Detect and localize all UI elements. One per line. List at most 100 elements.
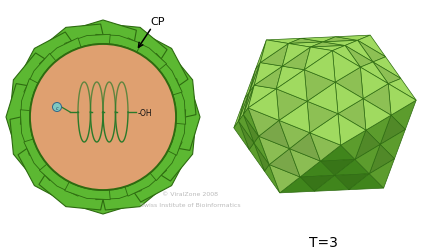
Polygon shape (39, 165, 106, 210)
Polygon shape (341, 131, 366, 160)
Polygon shape (254, 63, 283, 86)
Polygon shape (248, 90, 279, 121)
Polygon shape (165, 110, 186, 156)
Polygon shape (283, 48, 310, 70)
Polygon shape (100, 165, 167, 210)
Polygon shape (6, 84, 39, 151)
Polygon shape (304, 52, 335, 83)
Polygon shape (165, 79, 186, 125)
Polygon shape (355, 131, 380, 160)
Polygon shape (323, 41, 358, 46)
Polygon shape (369, 159, 395, 188)
Polygon shape (355, 145, 380, 174)
Polygon shape (148, 54, 182, 96)
Polygon shape (96, 35, 141, 56)
Polygon shape (373, 58, 401, 79)
Polygon shape (20, 110, 41, 156)
Polygon shape (234, 99, 245, 128)
Polygon shape (290, 149, 320, 177)
Polygon shape (335, 83, 363, 114)
Polygon shape (279, 102, 310, 133)
Polygon shape (249, 143, 265, 172)
Polygon shape (290, 133, 320, 162)
Polygon shape (333, 52, 361, 83)
Polygon shape (20, 79, 41, 125)
Polygon shape (301, 38, 336, 43)
Polygon shape (243, 115, 259, 143)
Polygon shape (24, 54, 58, 96)
Polygon shape (167, 84, 200, 151)
Polygon shape (320, 160, 355, 176)
Polygon shape (259, 121, 290, 149)
Polygon shape (300, 176, 335, 192)
Polygon shape (314, 176, 349, 192)
Polygon shape (254, 67, 283, 90)
Polygon shape (358, 41, 385, 63)
Polygon shape (39, 39, 82, 73)
Polygon shape (150, 115, 196, 181)
Text: c: c (56, 105, 58, 110)
Polygon shape (18, 142, 79, 202)
Polygon shape (269, 165, 300, 193)
Polygon shape (243, 108, 259, 137)
Polygon shape (345, 41, 373, 63)
Polygon shape (310, 114, 341, 146)
Polygon shape (335, 68, 363, 99)
Text: Swiss Institute of Bioinformatics: Swiss Institute of Bioinformatics (140, 203, 240, 208)
Polygon shape (361, 68, 388, 99)
Polygon shape (254, 143, 269, 172)
Polygon shape (363, 84, 391, 116)
Polygon shape (265, 165, 280, 193)
Polygon shape (70, 181, 136, 214)
Polygon shape (39, 25, 106, 70)
Polygon shape (358, 36, 385, 58)
Polygon shape (18, 33, 79, 94)
Text: -OH: -OH (138, 109, 153, 118)
Polygon shape (150, 54, 196, 120)
Polygon shape (24, 138, 58, 181)
Polygon shape (363, 99, 391, 131)
Polygon shape (361, 63, 388, 84)
Polygon shape (65, 35, 110, 56)
Polygon shape (127, 142, 188, 202)
Polygon shape (336, 36, 370, 41)
Polygon shape (310, 133, 341, 162)
Polygon shape (124, 39, 167, 73)
Polygon shape (310, 46, 345, 52)
Circle shape (30, 45, 176, 190)
Polygon shape (269, 149, 300, 177)
Circle shape (30, 45, 176, 190)
Polygon shape (266, 39, 301, 44)
Polygon shape (380, 116, 405, 145)
Polygon shape (238, 115, 254, 143)
Polygon shape (245, 70, 255, 99)
Polygon shape (307, 83, 338, 114)
Polygon shape (234, 122, 249, 150)
Polygon shape (349, 174, 384, 190)
Polygon shape (335, 174, 369, 190)
Polygon shape (124, 162, 167, 196)
Text: T=3: T=3 (309, 235, 337, 249)
Polygon shape (289, 43, 323, 48)
Polygon shape (255, 41, 266, 70)
Polygon shape (380, 130, 405, 159)
Polygon shape (310, 43, 345, 48)
Polygon shape (388, 79, 416, 101)
Polygon shape (10, 54, 55, 120)
Polygon shape (148, 138, 182, 181)
Polygon shape (338, 99, 366, 131)
Polygon shape (238, 92, 249, 122)
Polygon shape (254, 137, 269, 165)
Polygon shape (304, 48, 333, 70)
Polygon shape (366, 116, 391, 145)
Polygon shape (238, 122, 254, 150)
Polygon shape (276, 67, 304, 90)
Polygon shape (70, 21, 136, 54)
Text: CP: CP (151, 17, 165, 27)
Polygon shape (320, 146, 355, 162)
Polygon shape (391, 101, 416, 130)
Text: © ViralZone 2008: © ViralZone 2008 (162, 192, 218, 197)
Polygon shape (249, 63, 260, 92)
Polygon shape (127, 33, 188, 94)
Polygon shape (373, 63, 401, 84)
